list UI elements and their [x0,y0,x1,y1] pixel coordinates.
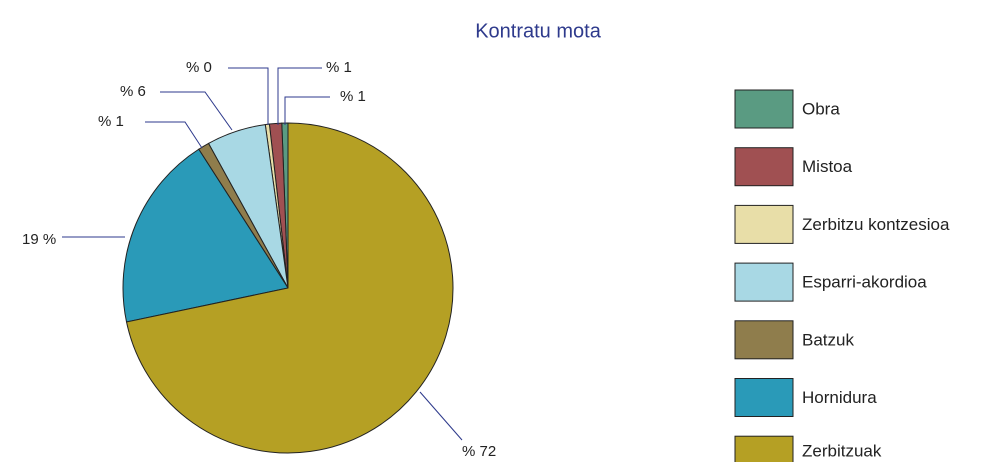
pie-slice [122,148,289,323]
leader-line [284,96,330,125]
data-label: 19 % [22,231,56,248]
leader-line [419,391,463,441]
data-label: % 1 [98,113,124,130]
data-label: % 1 [340,88,366,105]
data-label: % 1 [326,59,352,76]
data-label: % 0 [186,59,212,76]
legend-label: Obra [802,99,840,118]
legend-swatch [734,204,794,244]
legend-label: Batzuk [802,330,854,349]
leader-line [228,67,269,125]
legend-label: Zerbitzu kontzesioa [802,215,950,234]
legend-label: Hornidura [802,388,877,407]
data-label: % 6 [120,83,146,100]
legend-label: Zerbitzuak [802,441,882,460]
leader-line [277,67,322,125]
legend-swatch [734,435,794,462]
legend-swatch [734,147,794,187]
legend-swatch [734,378,794,417]
leader-line [145,121,203,149]
legend-swatch [734,262,794,302]
data-label: % 72 [462,443,496,460]
legend-label: Esparri-akordioa [802,273,927,292]
legend-swatch [734,89,794,129]
legend-swatch [734,320,794,360]
leader-line [160,91,233,131]
pie-slice [125,122,454,454]
legend-label: Mistoa [802,157,853,176]
chart-title: Kontratu mota [475,20,602,42]
